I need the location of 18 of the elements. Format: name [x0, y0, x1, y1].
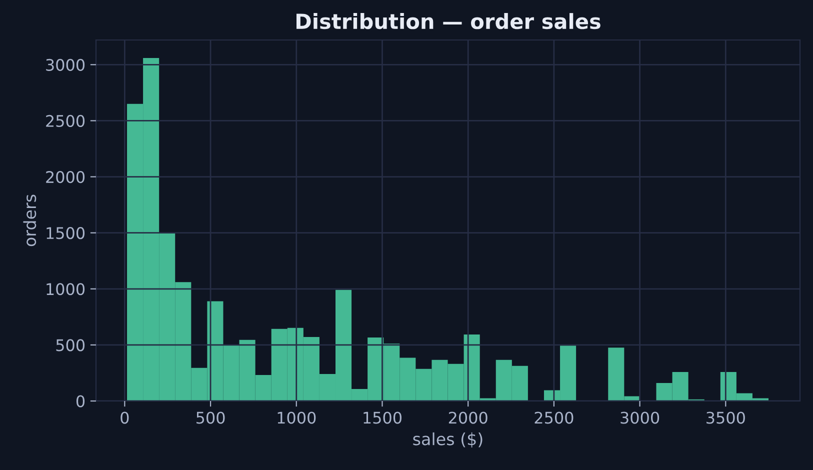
x-tick-label: 1000: [278, 412, 316, 424]
y-tick-label: 1500: [46, 227, 85, 240]
x-tick-label: 1500: [364, 412, 402, 424]
y-tick-label: 3000: [46, 58, 85, 71]
x-tick-label: 500: [196, 412, 225, 424]
chart-title: Distribution — order sales: [296, 13, 600, 30]
y-tick-label: 0: [76, 395, 85, 408]
x-tick-label: 0: [120, 412, 129, 424]
x-tick-label: 3000: [620, 412, 660, 424]
y-tick-label: 2500: [46, 114, 85, 128]
x-tick-label: 2000: [448, 412, 488, 424]
x-axis-title: sales ($): [413, 432, 482, 448]
y-tick-label: 1000: [46, 283, 85, 296]
x-tick-label: 2500: [534, 412, 574, 424]
y-tick-label: 2000: [46, 170, 85, 184]
y-axis-title: orders: [23, 194, 36, 246]
y-tick-label: 500: [56, 339, 85, 352]
x-tick-label: 3500: [706, 412, 745, 424]
